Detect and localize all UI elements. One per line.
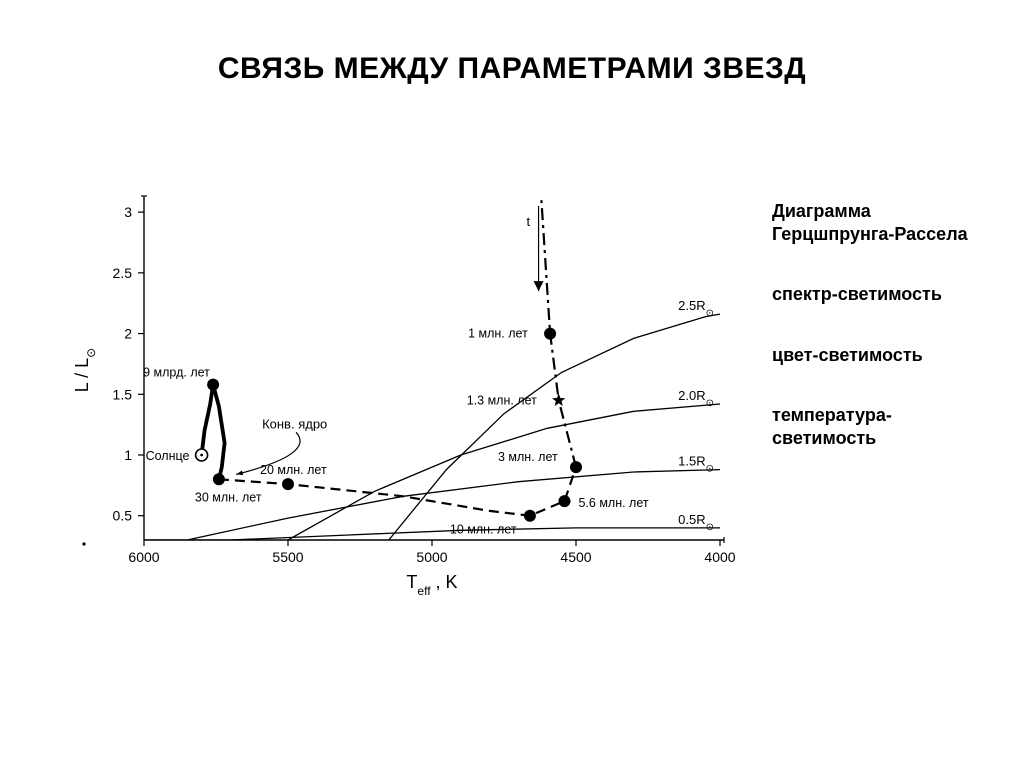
- svg-text:5.6 млн. лет: 5.6 млн. лет: [578, 496, 648, 510]
- sidebar: Диаграмма Герцшпрунга-Рассела спектр-све…: [772, 200, 992, 487]
- svg-text:L / L⊙: L / L⊙: [72, 348, 98, 392]
- svg-text:9 млрд. лет: 9 млрд. лет: [143, 366, 210, 380]
- sidebar-item: цвет-светимость: [772, 344, 992, 367]
- svg-text:2.5R⊙: 2.5R⊙: [678, 298, 714, 319]
- svg-text:Конв. ядро: Конв. ядро: [262, 416, 327, 431]
- svg-text:6000: 6000: [128, 549, 159, 565]
- svg-text:Солнце: Солнце: [146, 449, 190, 463]
- hr-diagram-chart: 0.5 1 1.5 2 2.5 3 6000 5500 5000 4500 4000 L / L⊙ Te…: [60, 180, 740, 620]
- svg-text:Teff , K: Teff , K: [406, 572, 457, 598]
- sidebar-item: спектр-светимость: [772, 283, 992, 306]
- sidebar-item: температура-светимость: [772, 404, 992, 449]
- svg-text:1: 1: [124, 447, 132, 463]
- svg-text:4000: 4000: [704, 549, 735, 565]
- svg-text:5000: 5000: [416, 549, 447, 565]
- svg-text:2: 2: [124, 326, 132, 342]
- svg-text:20 млн. лет: 20 млн. лет: [260, 463, 327, 477]
- svg-text:0.5: 0.5: [113, 508, 133, 524]
- svg-text:3 млн. лет: 3 млн. лет: [498, 450, 558, 464]
- svg-text:30 млн. лет: 30 млн. лет: [195, 490, 262, 504]
- svg-text:t: t: [527, 214, 531, 229]
- sidebar-item: Диаграмма Герцшпрунга-Рассела: [772, 200, 992, 245]
- page-title: СВЯЗЬ МЕЖДУ ПАРАМЕТРАМИ ЗВЕЗД: [0, 52, 1024, 86]
- svg-text:1 млн. лет: 1 млн. лет: [468, 327, 528, 341]
- svg-text:10 млн. лет: 10 млн. лет: [450, 523, 517, 537]
- svg-text:2.5: 2.5: [113, 265, 133, 281]
- svg-text:0.5R⊙: 0.5R⊙: [678, 512, 714, 533]
- svg-text:5500: 5500: [272, 549, 303, 565]
- svg-text:4500: 4500: [560, 549, 591, 565]
- svg-text:1.5: 1.5: [113, 386, 133, 402]
- svg-text:1.3 млн. лет: 1.3 млн. лет: [467, 393, 537, 407]
- svg-text:3: 3: [124, 204, 132, 220]
